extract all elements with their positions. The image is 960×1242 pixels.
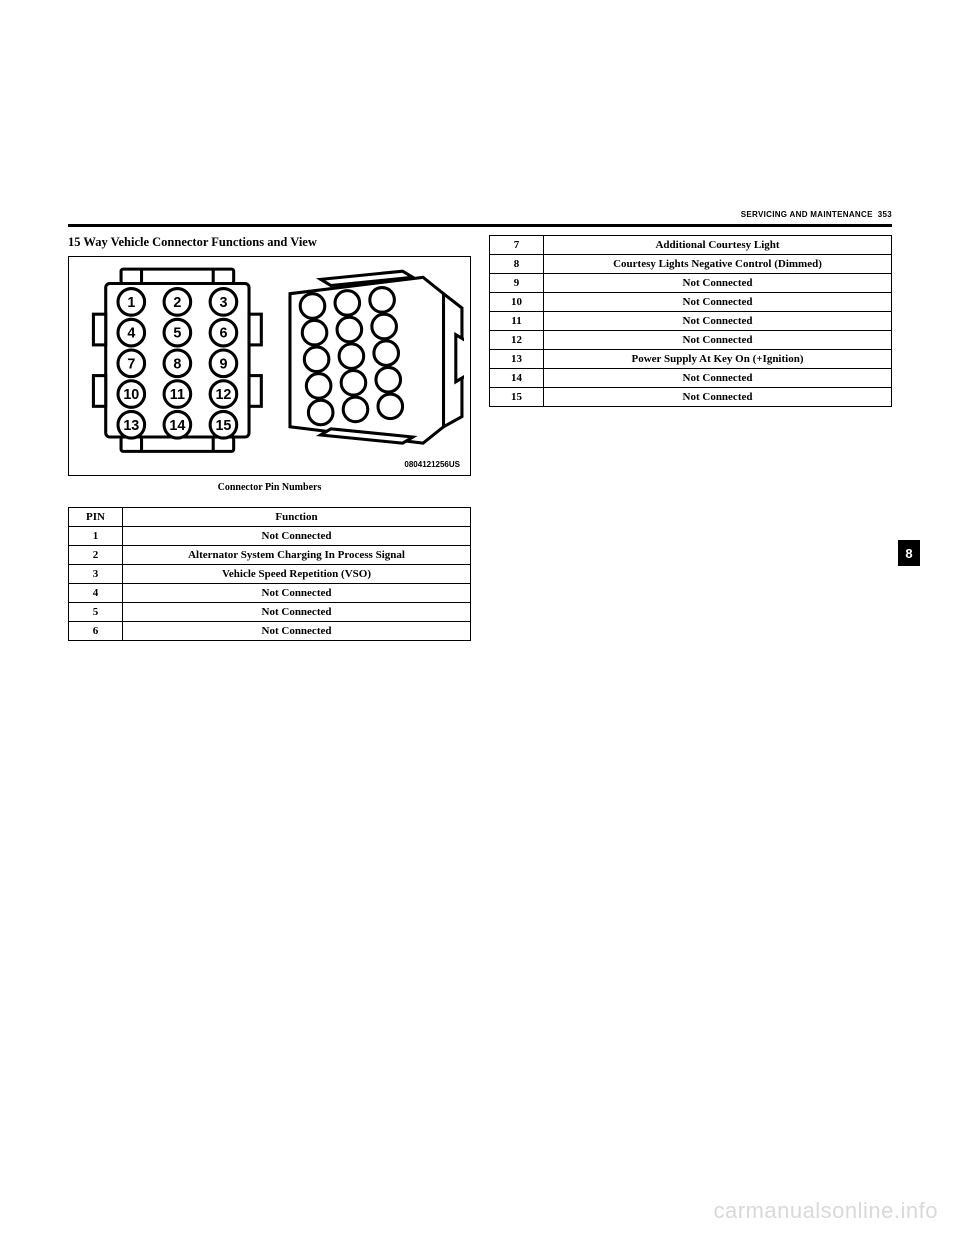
pin-cell: 7 [490,236,544,255]
col-header-func: Function [123,507,471,526]
pin-cell: 5 [69,602,123,621]
chapter-tab: 8 [898,540,920,566]
figure-caption: Connector Pin Numbers [68,482,471,493]
connector-svg: 123456789101112131415 [75,263,464,458]
svg-text:11: 11 [170,387,185,403]
header-section: SERVICING AND MAINTENANCE [741,210,873,219]
svg-text:12: 12 [215,387,231,403]
svg-text:3: 3 [219,295,227,311]
func-cell: Not Connected [544,312,892,331]
left-column: 15 Way Vehicle Connector Functions and V… [68,235,471,641]
image-code: 0804121256US [75,458,464,469]
svg-text:5: 5 [173,326,181,342]
svg-text:1: 1 [127,295,135,311]
watermark: carmanualsonline.info [713,1198,938,1224]
table-row: 12Not Connected [490,331,892,350]
table-row: 5Not Connected [69,602,471,621]
table-row: 10Not Connected [490,293,892,312]
pin-cell: 14 [490,369,544,388]
pin-cell: 4 [69,583,123,602]
func-cell: Not Connected [123,583,471,602]
func-cell: Not Connected [123,621,471,640]
svg-text:9: 9 [219,356,227,372]
func-cell: Not Connected [544,274,892,293]
connector-figure: 123456789101112131415 [68,256,471,476]
pin-cell: 9 [490,274,544,293]
func-cell: Not Connected [544,293,892,312]
func-cell: Courtesy Lights Negative Control (Dimmed… [544,255,892,274]
section-title: 15 Way Vehicle Connector Functions and V… [68,235,471,250]
table-row: 8Courtesy Lights Negative Control (Dimme… [490,255,892,274]
svg-text:7: 7 [127,356,135,372]
pin-cell: 2 [69,545,123,564]
svg-text:4: 4 [127,326,135,342]
func-cell: Not Connected [123,526,471,545]
func-cell: Alternator System Charging In Process Si… [123,545,471,564]
svg-text:10: 10 [123,387,139,403]
func-cell: Power Supply At Key On (+Ignition) [544,350,892,369]
table-row: 6Not Connected [69,621,471,640]
table-row: 15Not Connected [490,388,892,407]
pin-cell: 3 [69,564,123,583]
header-rule: SERVICING AND MAINTENANCE 353 [68,224,892,227]
table-row: 4Not Connected [69,583,471,602]
pin-cell: 12 [490,331,544,350]
table-row: 1Not Connected [69,526,471,545]
pin-cell: 1 [69,526,123,545]
pin-cell: 11 [490,312,544,331]
pin-cell: 13 [490,350,544,369]
func-cell: Not Connected [544,369,892,388]
func-cell: Additional Courtesy Light [544,236,892,255]
func-cell: Vehicle Speed Repetition (VSO) [123,564,471,583]
svg-text:8: 8 [173,356,181,372]
table-row: 9Not Connected [490,274,892,293]
right-column: 7Additional Courtesy Light8Courtesy Ligh… [489,235,892,641]
table-row: 14Not Connected [490,369,892,388]
svg-text:2: 2 [173,295,181,311]
table-row: 13Power Supply At Key On (+Ignition) [490,350,892,369]
header-page: 353 [878,210,892,219]
two-column-layout: 15 Way Vehicle Connector Functions and V… [68,235,892,641]
table-row: 3Vehicle Speed Repetition (VSO) [69,564,471,583]
table-row: 2Alternator System Charging In Process S… [69,545,471,564]
func-cell: Not Connected [544,331,892,350]
svg-text:13: 13 [123,418,139,434]
pin-cell: 15 [490,388,544,407]
svg-text:14: 14 [169,418,185,434]
svg-text:15: 15 [215,418,231,434]
svg-text:6: 6 [219,326,227,342]
pin-table-left: PIN Function 1Not Connected2Alternator S… [68,507,471,641]
header-label: SERVICING AND MAINTENANCE 353 [737,210,892,219]
col-header-pin: PIN [69,507,123,526]
pin-cell: 8 [490,255,544,274]
func-cell: Not Connected [544,388,892,407]
pin-cell: 6 [69,621,123,640]
table-row: 7Additional Courtesy Light [490,236,892,255]
func-cell: Not Connected [123,602,471,621]
pin-table-right: 7Additional Courtesy Light8Courtesy Ligh… [489,235,892,407]
table-row: 11Not Connected [490,312,892,331]
page-content: SERVICING AND MAINTENANCE 353 15 Way Veh… [68,224,892,824]
pin-cell: 10 [490,293,544,312]
